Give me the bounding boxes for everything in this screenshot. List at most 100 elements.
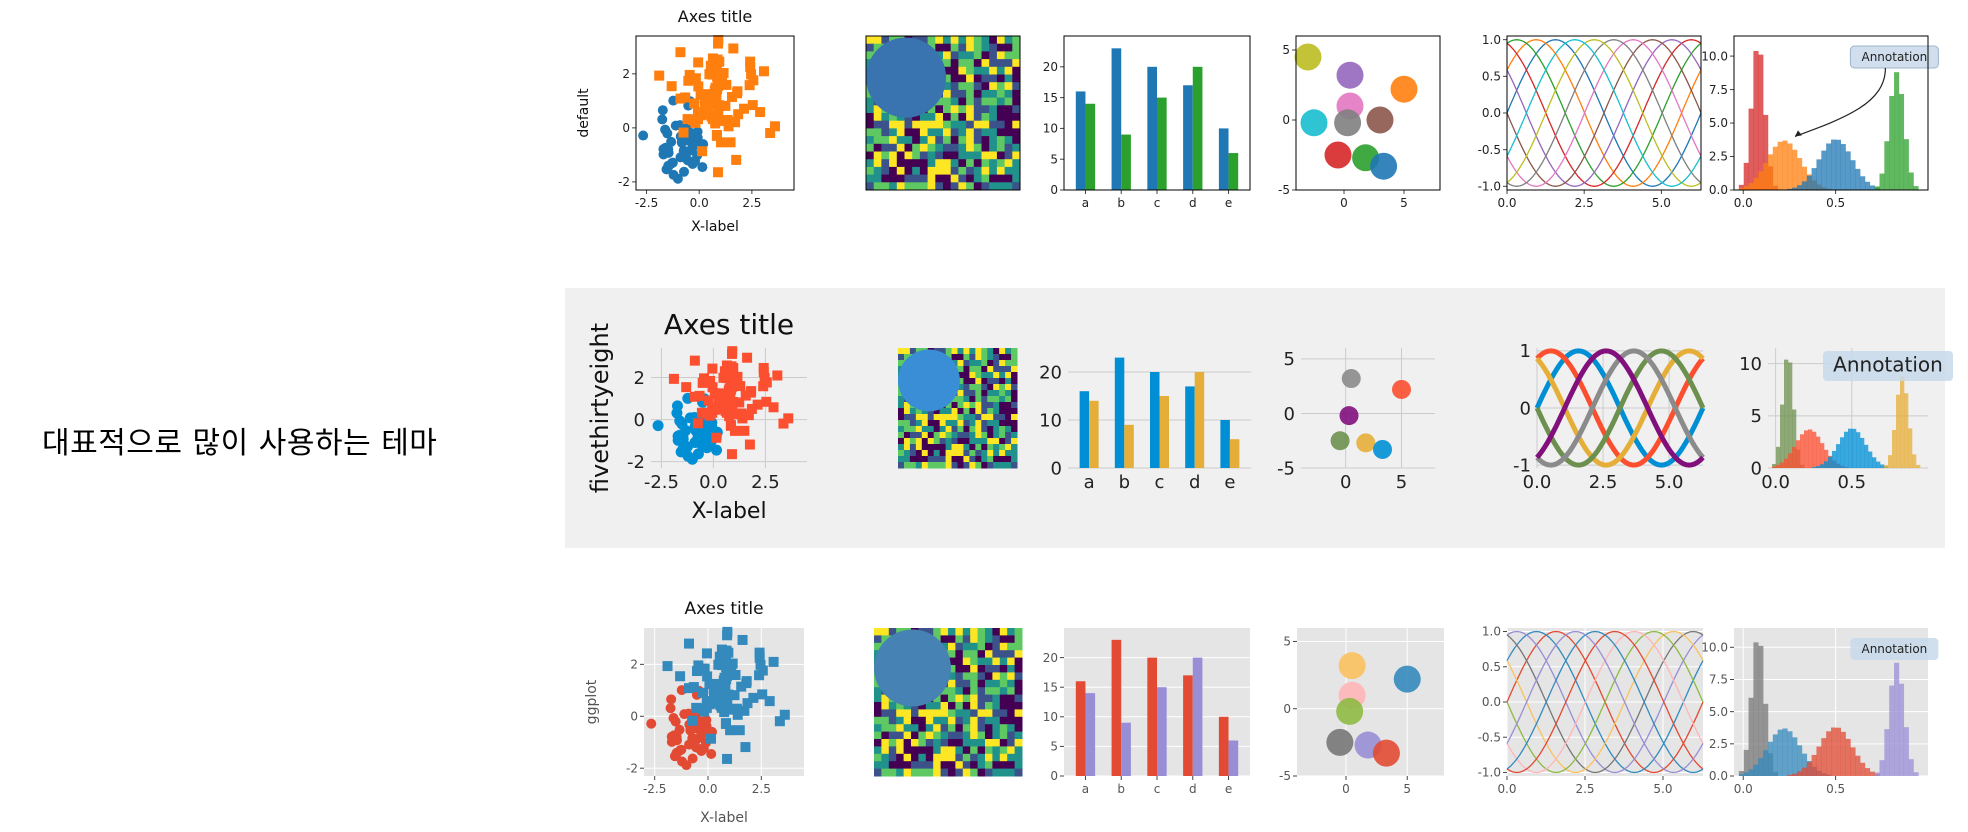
heatmap-cell [873,159,882,168]
heatmap-cell [977,761,986,770]
heatmap-cell [896,151,905,160]
heatmap-cell [973,74,982,83]
heatmap-cell [1004,136,1013,145]
heatmap-cell [915,450,923,457]
heatmap-cell [933,444,941,451]
heatmap-circle [898,349,960,412]
hist-bar [1787,188,1793,190]
heatmap-cell [903,753,912,762]
bar [1194,372,1205,468]
heatmap-cell [888,761,897,770]
heatmap-cell [927,159,936,168]
heatmap-cell [1007,702,1016,710]
heatmap-cell [966,174,975,183]
heatmap-cell [1012,136,1021,145]
heatmap-cell [1004,43,1013,52]
heatmap-cell [873,151,882,160]
heatmap-cell [1007,679,1016,688]
bar [1229,439,1240,468]
heatmap-cell [963,366,970,373]
heatmap-cell [996,89,1006,99]
heatmap-cell [873,120,882,129]
scatter-square [740,742,751,753]
heatmap-cell [904,143,913,152]
scatter-square [680,92,691,103]
heatmap-cell [950,136,959,145]
heatmap-cell [969,348,976,355]
heatmap-cell [881,702,890,710]
heatmap-cell [1011,366,1018,373]
heatmap-cell [1007,761,1016,770]
hist-bar [1792,409,1797,468]
heatmap-cell [909,462,917,469]
heatmap-cell [989,151,998,160]
heatmap-cell [1011,456,1018,463]
heatmap-cell [940,635,949,644]
heatmap-cell [898,456,905,463]
heatmap-cell [1011,396,1018,403]
heatmap-cell [935,182,944,191]
hist-bar [1912,454,1917,468]
heatmap-cell [933,462,941,469]
heatmap-cell [933,702,942,710]
heatmap-cell [955,672,964,681]
heatmap-cell [999,360,1006,367]
x-tick-label: 5.0 [1655,472,1684,493]
heatmap-cell [969,450,976,457]
y-tick-label: -1.0 [1478,180,1501,194]
hist-bar [1835,139,1841,190]
heatmap-cell [958,143,967,152]
heatmap-cell [993,456,1000,463]
axes-r0-c5: 0.0 0.5 0.0 2.5 5.0 7.5 10.0 Annotation [1701,35,1939,210]
hist-bar [1780,462,1785,468]
heatmap-cell [896,716,905,725]
scatter-square [717,115,728,126]
axes-r2-c3: 0 5 -5 0 5 [1279,628,1444,796]
heatmap-cell [993,372,1000,379]
heatmap-cell [1004,174,1013,183]
heatmap-cell [989,74,998,83]
heatmap-cell [981,390,988,397]
heatmap-cell [985,628,993,636]
heatmap-cell [889,182,898,191]
heatmap-cell [881,143,890,152]
heatmap-cell [996,166,1006,176]
x-tick-label: 0.0 [699,472,728,493]
heatmap-cell [874,753,882,762]
x-tick-label: 2.5 [1575,782,1594,796]
heatmap-cell [896,739,905,747]
y-tick-label: 0.5 [1482,660,1501,674]
heatmap-cell [973,128,982,137]
heatmap-cell [993,378,1000,385]
scatter-square [701,648,712,659]
hist-bar [1816,159,1822,190]
heatmap-cell [896,709,905,718]
heatmap-cell [921,462,929,469]
heatmap-cell [1005,432,1012,439]
heatmap-cell [957,414,964,421]
y-tick-label: 2.5 [1709,737,1728,751]
heatmap-cell [1007,694,1016,703]
hist-bar [1826,731,1832,776]
heatmap-cell [999,402,1006,409]
heatmap-cell [963,372,970,379]
heatmap-cell [866,113,875,122]
heatmap-cell [966,166,975,176]
y-tick-label: 0.0 [1709,183,1728,197]
heatmap-cell [948,753,956,762]
heatmap-cell [935,136,944,145]
heatmap-cell [999,384,1006,391]
heatmap-cell [996,97,1006,106]
heatmap-cell [951,438,958,445]
heatmap-cell [948,665,956,673]
heatmap-cell [977,672,986,681]
heatmap-cell [898,354,905,361]
heatmap-cell [981,384,988,391]
heatmap-cell [933,731,942,740]
heatmap-cell [966,182,975,191]
heatmap-cell [874,724,882,733]
x-tick-label: c [1154,782,1161,796]
heatmap-cell [1014,672,1023,681]
axes-r1-c0: -2.5 0.0 2.5 -2 0 2 Axes title X-label fivethirt… [586,308,807,524]
heatmap-cell [966,51,975,60]
